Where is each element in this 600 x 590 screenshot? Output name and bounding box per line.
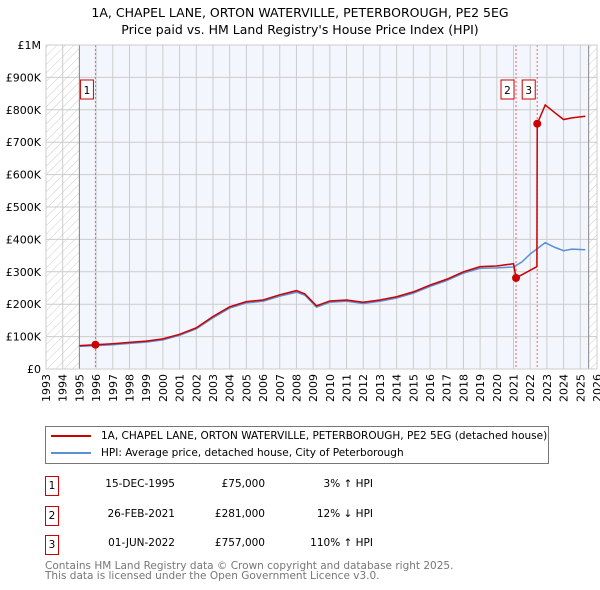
y-tick-label: £600K: [6, 169, 42, 182]
x-tick-label: 2001: [174, 374, 187, 402]
y-tick-label: £700K: [6, 136, 42, 149]
sale-point: [533, 119, 542, 128]
x-tick-label: 2024: [558, 374, 571, 402]
x-tick-label: 2013: [374, 374, 387, 402]
y-tick-label: £0: [27, 363, 41, 376]
x-tick-label: 2012: [357, 374, 370, 402]
x-tick-label: 1997: [107, 374, 120, 402]
x-tick-label: 2014: [391, 374, 404, 402]
legend: 1A, CHAPEL LANE, ORTON WATERVILLE, PETER…: [45, 426, 549, 464]
x-tick-label: 2020: [491, 374, 504, 402]
x-tick-label: 1995: [73, 374, 86, 402]
x-tick-label: 2021: [508, 374, 521, 402]
x-tick-label: 1999: [140, 374, 153, 402]
x-tick-label: 2005: [240, 374, 253, 402]
y-tick-label: £200K: [6, 298, 42, 311]
y-tick-label: £100K: [6, 331, 42, 344]
hpi-line: [79, 241, 586, 348]
y-tick-label: £300K: [6, 266, 42, 279]
y-tick-label: £400K: [6, 233, 42, 246]
x-tick-label: 2009: [307, 374, 320, 402]
x-tick-label: 2000: [157, 374, 170, 402]
y-tick-label: £500K: [6, 201, 42, 214]
sale-label-box: [521, 79, 536, 100]
sale-row: 3 01-JUN-2022 £757,000 110% ↑ HPI: [45, 535, 445, 555]
x-tick-label: 2016: [424, 374, 437, 402]
legend-swatch-red: [51, 435, 91, 437]
chart-title: 1A, CHAPEL LANE, ORTON WATERVILLE, PETER…: [91, 5, 509, 20]
x-tick-label: 2022: [524, 374, 537, 402]
x-tick-label: 2017: [441, 374, 454, 402]
y-tick-label: £1M: [18, 39, 42, 52]
property-price-line: [79, 103, 586, 347]
x-tick-label: 1993: [40, 374, 53, 402]
sale-hpi: 110% ↑ HPI: [310, 537, 373, 549]
sale-row: 1 15-DEC-1995 £75,000 3% ↑ HPI: [45, 476, 445, 496]
x-tick-label: 2019: [474, 374, 487, 402]
sale-hpi: 3% ↑ HPI: [323, 478, 373, 490]
x-tick-label: 1996: [90, 374, 103, 402]
sale-label-box: [500, 79, 515, 100]
x-tick-label: 2006: [257, 374, 270, 402]
legend-label: HPI: Average price, detached house, City…: [101, 447, 404, 459]
x-tick-label: 2002: [190, 374, 203, 402]
sale-date: 15-DEC-1995: [105, 478, 175, 490]
sale-label: 3: [525, 85, 532, 97]
legend-swatch-blue: [51, 452, 91, 454]
x-tick-label: 2018: [457, 374, 470, 402]
x-tick-label: 2025: [574, 374, 587, 402]
footer: Contains HM Land Registry data © Crown c…: [45, 560, 454, 582]
x-tick-label: 2015: [407, 374, 420, 402]
x-tick-label: 2026: [591, 374, 600, 402]
x-tick-label: 2007: [274, 374, 287, 402]
sale-badge: 1: [45, 476, 59, 496]
x-tick-label: 2003: [207, 374, 220, 402]
sale-point: [512, 273, 521, 282]
x-tick-label: 2010: [324, 374, 337, 402]
y-tick-label: £900K: [6, 71, 42, 84]
chart-subtitle: Price paid vs. HM Land Registry's House …: [121, 22, 479, 37]
y-tick-label: £800K: [6, 104, 42, 117]
footer-line: Contains HM Land Registry data © Crown c…: [45, 560, 454, 572]
x-tick-label: 1994: [57, 374, 70, 402]
legend-item-hpi: HPI: Average price, detached house, City…: [46, 447, 404, 459]
sale-hpi: 12% ↓ HPI: [316, 508, 373, 520]
legend-item-property: 1A, CHAPEL LANE, ORTON WATERVILLE, PETER…: [46, 430, 547, 442]
sale-date: 01-JUN-2022: [108, 537, 175, 549]
footer-line: This data is licensed under the Open Gov…: [45, 570, 380, 582]
x-tick-label: 2023: [541, 374, 554, 402]
sale-label: 1: [84, 85, 91, 97]
x-tick-label: 2008: [290, 374, 303, 402]
sale-price: £281,000: [214, 508, 265, 520]
sale-badge: 3: [45, 535, 59, 555]
x-tick-label: 2004: [224, 374, 237, 402]
plot-area: 1993 1994 1995 1996 1997 1998 1999 2000 2001 2002…: [6, 39, 600, 402]
sale-price: £757,000: [214, 537, 265, 549]
legend-label: 1A, CHAPEL LANE, ORTON WATERVILLE, PETER…: [101, 430, 548, 442]
sale-date: 26-FEB-2021: [107, 508, 175, 520]
x-tick-label: 2011: [341, 374, 354, 402]
sale-label-box: [79, 79, 94, 100]
sale-point: [91, 340, 100, 349]
x-tick-label: 1998: [123, 374, 136, 402]
sale-row: 2 26-FEB-2021 £281,000 12% ↓ HPI: [45, 506, 445, 526]
sale-label: 2: [504, 85, 511, 97]
sale-badge: 2: [45, 506, 59, 526]
sale-price: £75,000: [221, 478, 265, 490]
plot-border: [45, 44, 598, 370]
